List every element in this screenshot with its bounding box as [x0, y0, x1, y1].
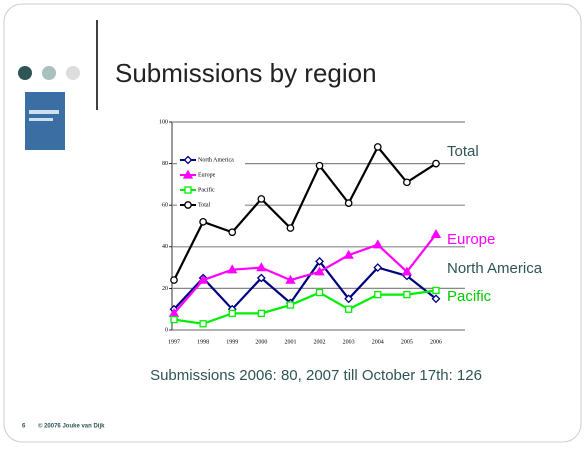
- data-point: [404, 179, 410, 185]
- data-point: [287, 302, 293, 308]
- x-tick-label: 1998: [197, 339, 209, 345]
- series-label: Pacific: [447, 288, 492, 305]
- data-point: [317, 290, 323, 296]
- x-tick-label: 2000: [255, 339, 267, 345]
- data-point: [346, 306, 352, 312]
- y-tick-label: 40: [162, 244, 168, 250]
- legend-marker: [185, 202, 191, 208]
- series-label: North America: [447, 260, 543, 277]
- y-tick-label: 0: [165, 327, 168, 333]
- footer-note: Submissions 2006: 80, 2007 till October …: [150, 367, 482, 384]
- data-point: [375, 292, 381, 298]
- y-tick-label: 60: [162, 203, 168, 209]
- x-tick-label: 2003: [343, 339, 355, 345]
- data-point: [258, 310, 264, 316]
- cover-detail: [29, 110, 59, 114]
- data-point: [316, 162, 322, 168]
- cover-detail: [29, 118, 53, 121]
- data-point: [404, 292, 410, 298]
- y-tick-label: 20: [162, 286, 168, 292]
- x-tick-label: 2006: [430, 339, 442, 345]
- copyright: © 20076 Jouke van Dijk: [38, 423, 105, 430]
- data-point: [433, 160, 439, 166]
- dot: [66, 66, 80, 80]
- x-tick-label: 1999: [226, 339, 238, 345]
- dot: [42, 66, 56, 80]
- series-label: Total: [447, 143, 479, 160]
- data-point: [229, 229, 235, 235]
- legend-marker: [185, 187, 191, 193]
- legend-label: Total: [198, 202, 211, 208]
- data-point: [171, 277, 177, 283]
- legend-label: North America: [198, 157, 234, 163]
- slide-title: Submissions by region: [115, 58, 377, 88]
- data-point: [258, 196, 264, 202]
- page: {"slide": {"title": "Submissions by regi…: [0, 0, 585, 446]
- data-point: [200, 219, 206, 225]
- dot: [18, 66, 32, 80]
- x-tick-label: 1997: [168, 339, 180, 345]
- x-tick-label: 2001: [284, 339, 296, 345]
- legend-label: Europe: [198, 172, 216, 178]
- slide: Submissions by region Submissions 2006: …: [0, 0, 585, 446]
- data-point: [200, 321, 206, 327]
- data-point: [345, 200, 351, 206]
- x-tick-label: 2002: [314, 339, 326, 345]
- data-point: [229, 310, 235, 316]
- data-point: [171, 317, 177, 323]
- series-label: Europe: [447, 231, 495, 248]
- data-point: [433, 287, 439, 293]
- data-point: [287, 225, 293, 231]
- x-tick-label: 2005: [401, 339, 413, 345]
- y-tick-label: 80: [162, 161, 168, 167]
- x-tick-label: 2004: [372, 339, 384, 345]
- data-point: [375, 144, 381, 150]
- y-tick-label: 100: [159, 119, 168, 125]
- legend-label: Pacific: [198, 186, 215, 193]
